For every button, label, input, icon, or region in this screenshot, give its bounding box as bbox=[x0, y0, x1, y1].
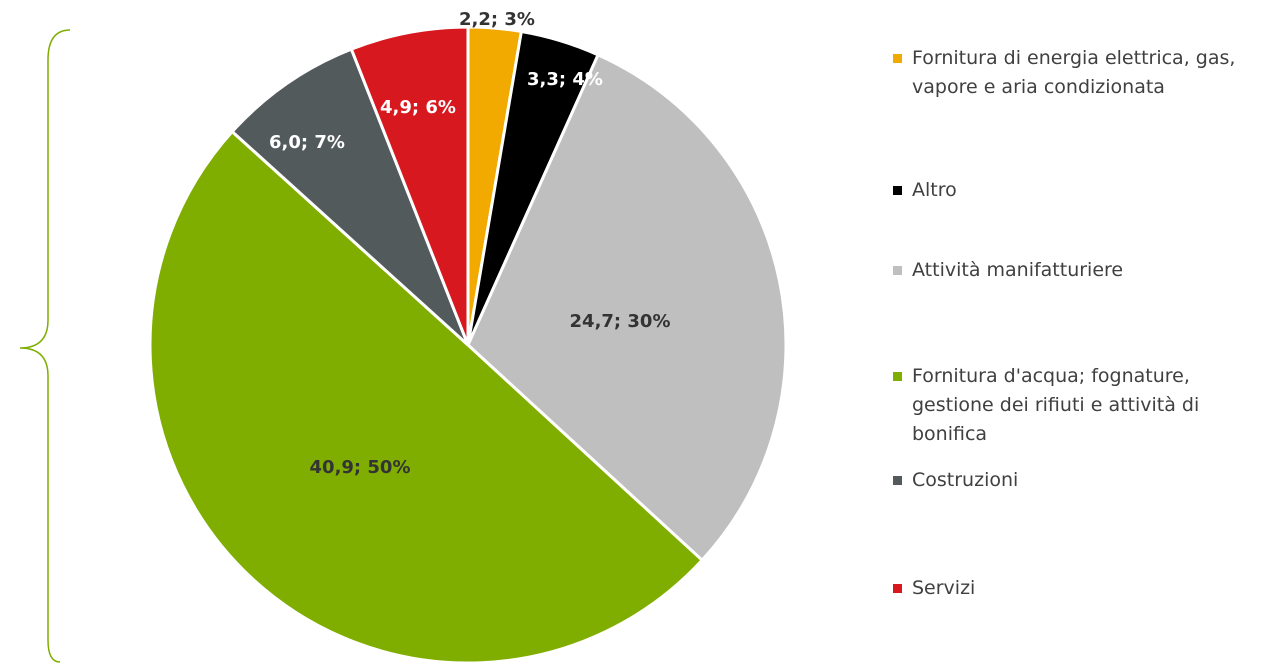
legend-swatch bbox=[893, 584, 902, 593]
data-label: 40,9; 50% bbox=[310, 457, 411, 478]
legend-label: Altro bbox=[912, 179, 957, 201]
legend-label: Servizi bbox=[912, 577, 976, 599]
data-label: 24,7; 30% bbox=[570, 311, 671, 332]
legend-swatch bbox=[893, 372, 902, 381]
data-label: 3,3; 4% bbox=[527, 69, 603, 90]
data-label: 2,2; 3% bbox=[459, 9, 535, 30]
pie-slice bbox=[148, 129, 705, 665]
legend-label: Fornitura d'acqua; fognature, gestione d… bbox=[912, 365, 1200, 445]
data-label: 6,0; 7% bbox=[269, 132, 345, 153]
legend-swatch bbox=[893, 476, 902, 485]
legend-swatch bbox=[893, 266, 902, 275]
brace bbox=[19, 29, 71, 663]
pie-slice bbox=[230, 47, 470, 347]
legend-swatch bbox=[893, 54, 902, 63]
legend-label: Attività manifatturiere bbox=[912, 259, 1124, 281]
data-label: 4,9; 6% bbox=[380, 97, 456, 118]
legend-label: Costruzioni bbox=[912, 469, 1019, 491]
pie-slice bbox=[466, 52, 788, 563]
legend-label: Fornitura di energia elettrica, gas, vap… bbox=[912, 47, 1236, 98]
legend-swatch bbox=[893, 186, 902, 195]
pie-slice bbox=[349, 25, 470, 346]
